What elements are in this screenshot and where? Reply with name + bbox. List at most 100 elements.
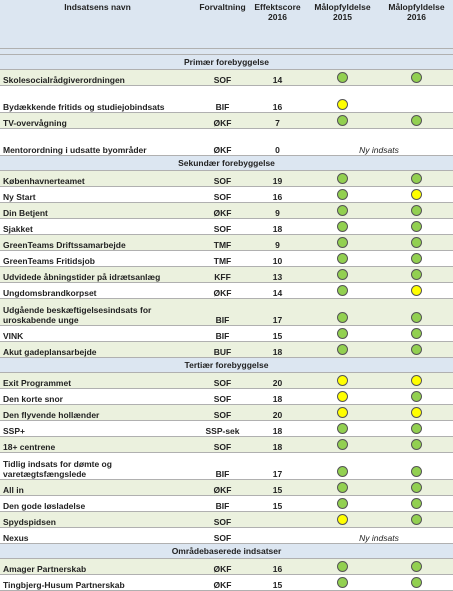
score-cell: 15	[250, 479, 305, 496]
name-cell: Den gode løsladelse	[0, 495, 195, 512]
forvaltning-cell: ØKF	[195, 574, 250, 591]
name-cell: Udvidede åbningstider på idrætsanlæg	[0, 266, 195, 283]
status-circle	[337, 465, 348, 477]
score-cell: 9	[250, 202, 305, 219]
status-cell	[305, 574, 380, 591]
status-circle	[411, 481, 422, 493]
section-title: Primær forebyggelse	[0, 54, 453, 70]
status-cell	[380, 436, 453, 453]
table-row: 18+ centrene SOF 18	[0, 436, 453, 453]
table-row: Ungdomsbrandkorpset ØKF 14	[0, 282, 453, 299]
score-cell: 16	[250, 558, 305, 575]
status-cell	[305, 186, 380, 203]
status-cell	[305, 234, 380, 251]
status-circle	[337, 343, 348, 355]
header-cell: Målopfyldelse 2016	[380, 0, 453, 49]
status-circle	[411, 71, 422, 83]
score-cell: 20	[250, 372, 305, 389]
forvaltning-cell: SOF	[195, 388, 250, 405]
table-row: Københavnerteamet SOF 19	[0, 170, 453, 187]
score-cell: 18	[250, 388, 305, 405]
status-cell	[380, 388, 453, 405]
status-circle	[411, 422, 422, 434]
section-row: Primær forebyggelse	[0, 54, 453, 70]
status-circle	[411, 390, 422, 402]
score-cell: 13	[250, 266, 305, 283]
status-cell	[380, 218, 453, 235]
status-cell	[380, 479, 453, 496]
header-cell: Målopfyldelse 2015	[305, 0, 380, 49]
forvaltning-cell: SOF	[195, 527, 250, 544]
status-circle	[411, 252, 422, 264]
forvaltning-cell: TMF	[195, 250, 250, 267]
forvaltning-cell: SOF	[195, 186, 250, 203]
status-circle	[337, 204, 348, 216]
score-cell: 7	[250, 112, 305, 129]
section-title: Tertiær forebyggelse	[0, 357, 453, 373]
status-cell	[380, 325, 453, 342]
score-cell: 15	[250, 325, 305, 342]
table-row: GreenTeams Driftssamarbejde TMF 9	[0, 234, 453, 251]
table-row: Spydspidsen SOF	[0, 511, 453, 528]
table-row: Udgående beskæftigelsesindsats for urosk…	[0, 298, 453, 326]
name-cell: Den flyvende hollænder	[0, 404, 195, 421]
status-cell	[380, 574, 453, 591]
status-circle	[411, 236, 422, 248]
name-cell: Sjakket	[0, 218, 195, 235]
status-circle	[337, 560, 348, 572]
status-cell	[380, 452, 453, 480]
status-circle	[337, 236, 348, 248]
status-cell	[380, 341, 453, 358]
forvaltning-cell: BIF	[195, 452, 250, 480]
table-row: Den korte snor SOF 18	[0, 388, 453, 405]
name-cell: Amager Partnerskab	[0, 558, 195, 575]
status-cell	[380, 558, 453, 575]
section-row: Tertiær forebyggelse	[0, 357, 453, 373]
status-circle	[337, 172, 348, 184]
name-cell: Ungdomsbrandkorpset	[0, 282, 195, 299]
status-cell	[380, 372, 453, 389]
status-cell	[305, 341, 380, 358]
status-circle	[411, 374, 422, 386]
status-cell	[305, 69, 380, 86]
score-cell: 20	[250, 404, 305, 421]
forvaltning-cell: ØKF	[195, 202, 250, 219]
status-circle	[411, 560, 422, 572]
name-cell: All in	[0, 479, 195, 496]
status-cell	[380, 186, 453, 203]
forvaltning-cell: ØKF	[195, 112, 250, 129]
status-cell	[305, 479, 380, 496]
score-cell: 14	[250, 69, 305, 86]
table-row: Din Betjent ØKF 9	[0, 202, 453, 219]
note-cell: Ny indsats	[305, 128, 453, 156]
score-cell: 17	[250, 452, 305, 480]
status-circle	[411, 114, 422, 126]
status-circle	[337, 98, 348, 110]
name-cell: Nexus	[0, 527, 195, 544]
table-row: VINK BIF 15	[0, 325, 453, 342]
header-cell: Forvaltning	[195, 0, 250, 49]
name-cell: Bydækkende fritids og studiejobindsats	[0, 85, 195, 113]
status-circle	[411, 172, 422, 184]
name-cell: Spydspidsen	[0, 511, 195, 528]
name-cell: Tidlig indsats for dømte og varetægtsfæn…	[0, 452, 195, 480]
forvaltning-cell: SOF	[195, 511, 250, 528]
forvaltning-cell: ØKF	[195, 558, 250, 575]
status-circle	[337, 438, 348, 450]
name-cell: Den korte snor	[0, 388, 195, 405]
name-cell: Ny Start	[0, 186, 195, 203]
status-cell	[305, 202, 380, 219]
score-cell	[250, 511, 305, 528]
forvaltning-cell: BUF	[195, 341, 250, 358]
status-circle	[411, 497, 422, 509]
table-row: Mentorordning i udsatte byområder ØKF 0 Ny …	[0, 128, 453, 156]
status-circle	[337, 390, 348, 402]
status-circle	[411, 513, 422, 525]
forvaltning-cell: BIF	[195, 495, 250, 512]
status-cell	[380, 511, 453, 528]
score-cell: 19	[250, 170, 305, 187]
table-row: Den gode løsladelse BIF 15	[0, 495, 453, 512]
status-circle	[411, 284, 422, 296]
score-cell: 9	[250, 234, 305, 251]
